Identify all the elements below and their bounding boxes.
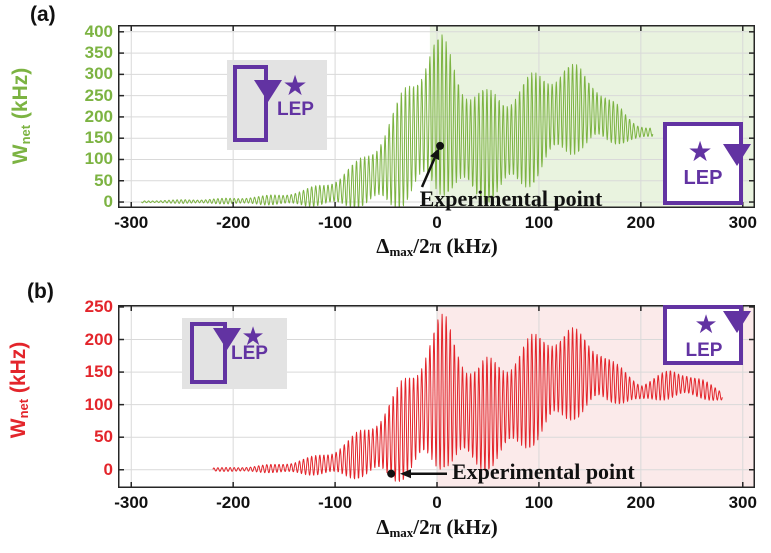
x-tick-label: 300 xyxy=(728,213,757,232)
panel-b-y-axis-label: Wnet (kHz) xyxy=(7,342,31,439)
lep-label: LEP xyxy=(683,167,723,189)
panel-b-inset-loop-excludes-lep: ★ LEP xyxy=(182,318,287,389)
x-tick-label: 100 xyxy=(524,493,554,512)
x-tick-label: 0 xyxy=(432,493,442,512)
x-tick-label: -300 xyxy=(114,493,149,512)
y-tick-label: 150 xyxy=(84,128,113,148)
y-tick-label: 250 xyxy=(84,296,113,316)
panel-a-y-axis-label: Wnet (kHz) xyxy=(9,68,33,165)
panel-a-inset-loop-encircles-lep: ★ LEP xyxy=(663,122,751,205)
x-label-delta: Δ xyxy=(376,233,390,258)
x-tick-label: -200 xyxy=(216,493,251,512)
panel-a-x-axis-label: Δmax/2π (kHz) xyxy=(376,234,497,260)
tick-marks xyxy=(118,25,755,208)
y-tick-label: 300 xyxy=(84,64,113,84)
oscillation-curve xyxy=(212,313,723,482)
x-label-sub: max xyxy=(389,244,414,260)
x-tick-label: 300 xyxy=(728,493,757,512)
loop-direction-arrow-icon xyxy=(254,80,282,102)
y-tick-label: 0 xyxy=(103,459,113,479)
y-label-sub: net xyxy=(18,124,34,145)
y-tick-label: 50 xyxy=(94,170,113,190)
y-label-base: W xyxy=(8,144,32,165)
panel-a-letter: (a) xyxy=(30,3,56,26)
y-label-sub: net xyxy=(16,398,32,419)
lep-label: LEP xyxy=(685,340,723,361)
loop-direction-arrow-icon xyxy=(723,311,751,333)
experimental-point-dot xyxy=(436,141,445,150)
experimental-point-dot xyxy=(387,469,396,478)
y-label-unit: (kHz) xyxy=(8,67,32,125)
x-tick-label: -100 xyxy=(318,213,353,232)
x-tick-label: -200 xyxy=(216,213,251,232)
x-label-unit: /2π (kHz) xyxy=(413,514,498,539)
y-tick-label: 50 xyxy=(94,427,113,447)
panel-a-experimental-point-label: Experimental point xyxy=(419,186,603,211)
panel-b-letter: (b) xyxy=(27,280,54,303)
lep-star-icon: ★ xyxy=(282,70,308,101)
loop-rectangle xyxy=(233,65,268,142)
experimental-point-arrowhead-icon xyxy=(400,469,411,479)
y-label-base: W xyxy=(6,418,30,439)
loop-direction-arrow-icon xyxy=(213,328,241,350)
y-tick-label: 200 xyxy=(84,106,113,126)
y-tick-label: 400 xyxy=(84,21,113,41)
y-tick-label: 0 xyxy=(103,192,113,212)
experimental-point-arrow xyxy=(420,157,436,188)
y-tick-label: 150 xyxy=(84,362,113,382)
x-tick-label: 200 xyxy=(626,213,656,232)
lep-star-icon: ★ xyxy=(241,321,265,351)
y-label-unit: (kHz) xyxy=(6,341,30,399)
lep-label: LEP xyxy=(277,99,314,120)
x-tick-label: 100 xyxy=(524,213,554,232)
x-tick-label: 0 xyxy=(432,213,442,232)
y-tick-label: 200 xyxy=(84,329,113,349)
loop-direction-arrow-icon xyxy=(723,144,751,166)
panel-b-x-axis-label: Δmax/2π (kHz) xyxy=(376,515,497,541)
panel-a-inset-loop-excludes-lep: ★ LEP xyxy=(227,60,327,150)
x-label-unit: /2π (kHz) xyxy=(413,233,498,258)
lep-star-icon: ★ xyxy=(687,136,713,167)
y-tick-label: 100 xyxy=(84,394,113,414)
x-label-sub: max xyxy=(389,525,414,541)
x-tick-label: -100 xyxy=(318,493,353,512)
panel-b-inset-loop-encircles-lep: ★ LEP xyxy=(663,305,751,365)
oscillation-curve xyxy=(141,34,654,208)
experimental-point-arrowhead-icon xyxy=(430,148,440,161)
x-tick-label: 200 xyxy=(626,493,656,512)
y-tick-label: 100 xyxy=(84,149,113,169)
loop-rectangle xyxy=(190,322,227,384)
x-tick-label: -300 xyxy=(114,213,149,232)
y-tick-label: 350 xyxy=(84,43,113,63)
lep-label: LEP xyxy=(231,343,268,364)
y-tick-label: 250 xyxy=(84,85,113,105)
lep-star-icon: ★ xyxy=(694,309,718,339)
panel-b-experimental-point-label: Experimental point xyxy=(452,459,635,484)
panel-a-plot xyxy=(118,25,755,208)
x-label-delta: Δ xyxy=(376,514,390,539)
